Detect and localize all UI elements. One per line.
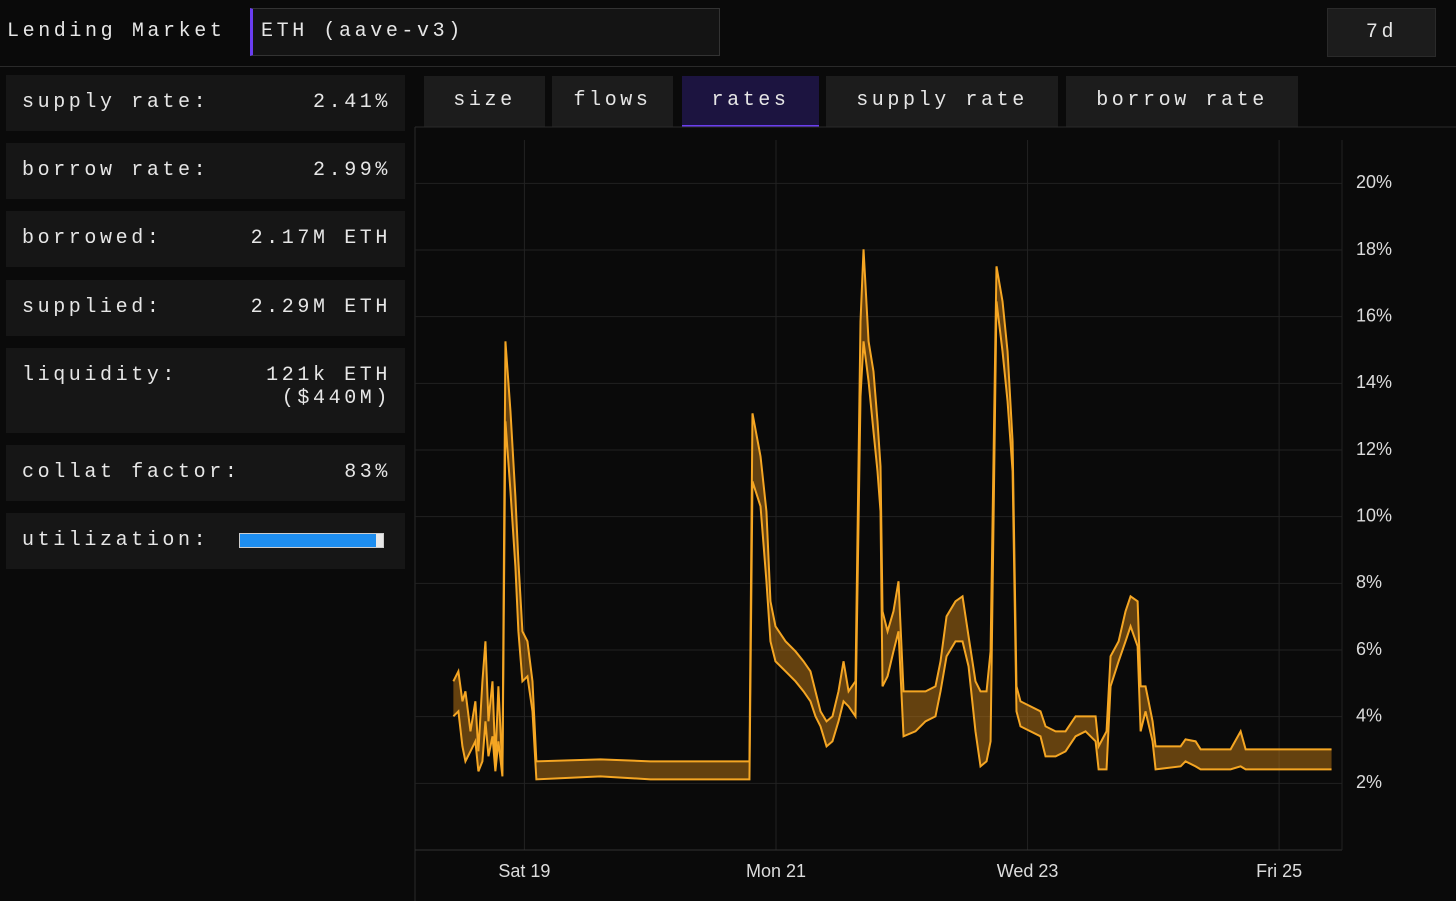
y-tick-label: 18% [1356,239,1392,259]
tab[interactable]: size [424,76,545,127]
stat-value: 2.29M ETH [251,296,391,319]
y-tick-label: 20% [1356,172,1392,192]
stat-row: collat factor: 83% [6,445,405,501]
stat-value: 2.41% [313,91,391,114]
stat-value-text: 121k ETH [266,364,391,387]
x-tick-label: Wed 23 [997,861,1059,881]
y-tick-label: 16% [1356,305,1392,325]
stat-row: liquidity: 121k ETH ($440M) [6,348,405,433]
stat-label: utilization: [22,529,210,552]
stat-label: supplied: [22,296,163,319]
stat-row: borrow rate: 2.99% [6,143,405,199]
series-line [452,249,1332,772]
y-tick-label: 2% [1356,772,1382,792]
stat-value-text: 2.29M ETH [250,296,391,319]
series-line [452,301,1332,781]
stat-label: borrowed: [22,227,163,250]
stat-value: 83% [344,461,391,484]
app-title: Lending Market [7,20,226,43]
header-divider [0,66,1456,67]
stat-label: liquidity: [22,364,179,387]
band-fill [453,249,1332,780]
stat-row: borrowed: 2.17M ETH [6,211,405,267]
stat-value-text: 83% [344,461,391,484]
period-button[interactable]: 7d [1327,8,1436,57]
x-tick-label: Mon 21 [746,861,806,881]
stat-row: supply rate: 2.41% [6,75,405,131]
stat-label: supply rate: [22,91,210,114]
stat-value: 2.99% [313,159,391,182]
stat-value-text: ($440M) [281,387,391,410]
y-tick-label: 6% [1356,639,1382,659]
stat-label: borrow rate: [22,159,210,182]
stat-value-text: 2.99% [312,159,391,182]
tab[interactable]: rates [682,76,819,127]
tab[interactable]: supply rate [826,76,1058,127]
stat-value: 2.17M ETH [251,227,391,250]
x-tick-label: Fri 25 [1256,861,1302,881]
y-tick-label: 4% [1356,705,1382,725]
y-tick-label: 12% [1356,439,1392,459]
tab[interactable]: flows [552,76,673,127]
utilization-bar [239,533,384,548]
market-input[interactable]: ETH (aave-v3) [250,8,720,56]
y-tick-label: 8% [1356,572,1382,592]
utilization-fill [240,534,376,547]
stat-row: supplied: 2.29M ETH [6,280,405,336]
stat-value: 121k ETH ($440M) [266,364,391,410]
tab[interactable]: borrow rate [1066,76,1298,127]
y-tick-label: 14% [1356,372,1392,392]
stat-value-text: 2.41% [312,91,391,114]
stat-label: collat factor: [22,461,241,484]
stat-value-text: 2.17M ETH [250,227,391,250]
utilization-row: utilization: [6,513,405,569]
y-tick-label: 10% [1356,505,1392,525]
x-tick-label: Sat 19 [498,861,550,881]
